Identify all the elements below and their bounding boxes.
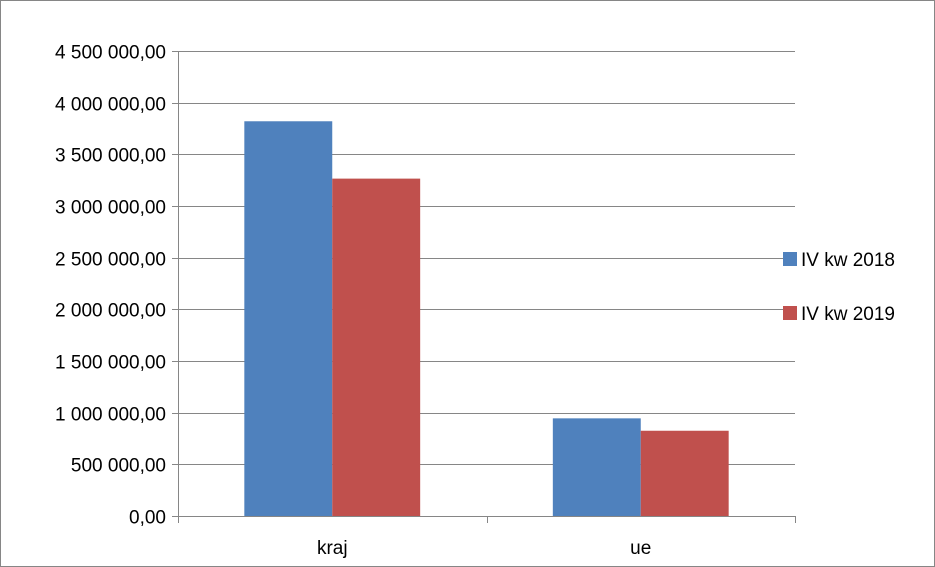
- y-tick-label: 500 000,00: [71, 456, 166, 477]
- y-tick-label: 1 500 000,00: [55, 353, 166, 374]
- y-tick-label: 0,00: [129, 508, 166, 529]
- legend-swatch: [783, 252, 797, 266]
- y-tick-label: 3 500 000,00: [55, 146, 166, 167]
- y-tick-label: 1 000 000,00: [55, 405, 166, 426]
- y-axis-tick-labels: 0,00 500 000,00 1 000 000,00 1 500 000,00 2 …: [55, 43, 166, 529]
- bar-ue-series-1: [552, 418, 641, 516]
- bar-ue-series-2: [640, 430, 729, 516]
- legend: IV kw 2018 IV kw 2019: [783, 250, 895, 325]
- y-tick-label: 2 000 000,00: [55, 301, 166, 322]
- y-tick-label: 3 000 000,00: [55, 198, 166, 219]
- bars: [244, 121, 729, 517]
- y-tick-label: 2 500 000,00: [55, 250, 166, 271]
- x-axis-category-labels: kraj ue: [317, 538, 651, 559]
- x-category-label: kraj: [317, 538, 348, 559]
- y-tick-label: 4 500 000,00: [55, 43, 166, 64]
- legend-entry-label: IV kw 2018: [801, 250, 895, 271]
- legend-swatch: [783, 306, 797, 320]
- x-category-label: ue: [630, 538, 651, 559]
- legend-entry-label: IV kw 2019: [801, 304, 895, 325]
- y-tick-label: 4 000 000,00: [55, 95, 166, 116]
- bar-kraj-series-1: [244, 121, 333, 517]
- bar-kraj-series-2: [332, 178, 421, 516]
- axes: [172, 51, 796, 523]
